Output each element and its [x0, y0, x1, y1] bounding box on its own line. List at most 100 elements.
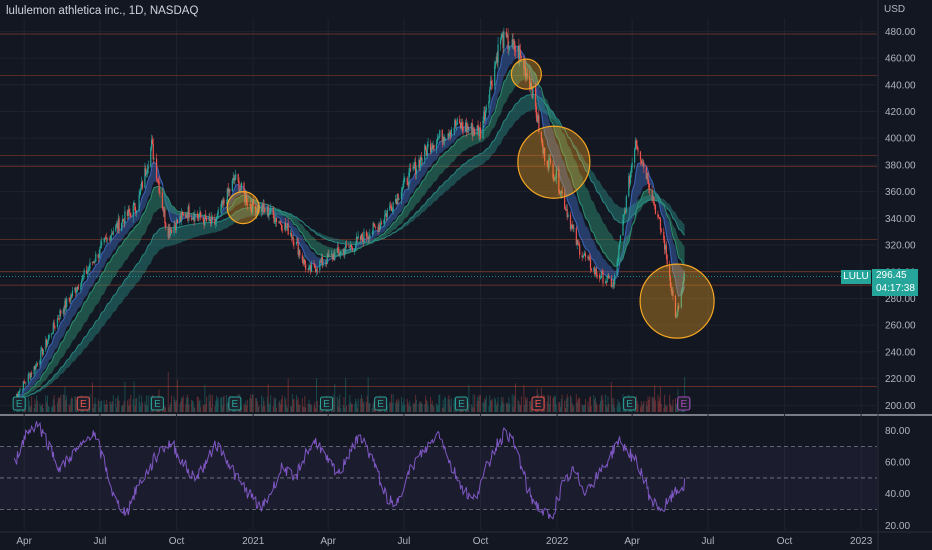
- candle-body: [340, 251, 342, 255]
- volume-bar: [484, 398, 486, 412]
- volume-bar: [210, 394, 212, 412]
- volume-bar: [480, 394, 482, 412]
- volume-bar: [509, 403, 511, 412]
- volume-bar: [267, 384, 269, 412]
- volume-bar: [652, 397, 654, 412]
- candle-body: [301, 255, 303, 261]
- candle-body: [268, 213, 270, 216]
- volume-bar: [421, 404, 423, 412]
- volume-bar: [256, 398, 258, 412]
- earnings-marker-label: E: [80, 399, 87, 410]
- candle-body: [337, 247, 339, 252]
- volume-bar: [246, 405, 248, 412]
- candle-body: [105, 237, 107, 239]
- candle-body: [326, 253, 328, 264]
- candle-body: [554, 178, 557, 179]
- volume-bar: [129, 405, 131, 412]
- candle-body: [349, 246, 351, 248]
- candle-body: [260, 205, 263, 212]
- candle-body: [379, 225, 381, 229]
- volume-bar: [187, 397, 189, 412]
- candle-body: [315, 269, 318, 272]
- price-tick-label: 340.00: [885, 214, 916, 225]
- volume-bar: [392, 394, 394, 412]
- rsi-tick-label: 60.00: [885, 458, 910, 469]
- candle-body: [419, 157, 422, 168]
- volume-bar: [473, 407, 475, 412]
- candle-body: [272, 207, 274, 215]
- candle-body: [390, 205, 392, 207]
- candle-body: [158, 181, 160, 193]
- candle-body: [180, 216, 182, 222]
- volume-bar: [637, 404, 639, 412]
- time-tick-label: 2023: [850, 536, 873, 547]
- candle-body: [293, 243, 295, 245]
- volume-bar: [619, 401, 621, 412]
- candle-body: [222, 199, 224, 205]
- candle-body: [467, 126, 469, 130]
- volume-bar: [33, 407, 35, 412]
- volume-bar: [126, 400, 128, 412]
- volume-bar: [169, 405, 171, 412]
- candle-body: [672, 290, 674, 296]
- volume-bar: [345, 377, 347, 412]
- candle-body: [251, 199, 253, 213]
- volume-bar: [614, 407, 616, 412]
- bar-countdown: 04:17:38: [876, 283, 915, 294]
- volume-bar: [468, 385, 470, 412]
- volume-bar: [104, 404, 106, 412]
- volume-bar: [555, 404, 557, 412]
- volume-bar: [214, 405, 216, 412]
- candle-body: [233, 177, 235, 181]
- candle-body: [99, 247, 101, 255]
- earnings-marker-label: E: [535, 399, 542, 410]
- earnings-marker: [12, 396, 26, 411]
- candle-body: [497, 44, 499, 63]
- candle-body: [164, 209, 166, 223]
- candle-body: [664, 239, 666, 250]
- candle-body: [262, 203, 264, 213]
- volume-bar: [570, 397, 572, 412]
- volume-bar: [181, 398, 183, 412]
- candle-body: [87, 269, 89, 272]
- candle-body: [41, 348, 44, 355]
- candle-body: [24, 382, 26, 384]
- candle-body: [659, 218, 662, 230]
- price-tick-label: 440.00: [885, 80, 916, 91]
- volume-bar: [669, 394, 671, 412]
- volume-bar: [514, 396, 516, 412]
- earnings-marker-label: E: [232, 399, 239, 410]
- candle-body: [473, 129, 475, 132]
- volume-bar: [30, 405, 32, 412]
- candle-body: [635, 140, 637, 145]
- ema-band-green-line: [14, 60, 685, 400]
- candle-body: [186, 215, 188, 219]
- candle-body: [559, 190, 561, 194]
- candle-body: [57, 318, 59, 320]
- candle-body: [584, 253, 587, 257]
- candle-body: [571, 224, 573, 226]
- volume-bar: [400, 396, 402, 412]
- volume-bar: [147, 395, 149, 412]
- candle-body: [307, 269, 309, 271]
- volume-bar: [272, 406, 274, 412]
- volume-bar: [427, 405, 429, 412]
- volume-bar: [186, 394, 188, 412]
- candle-body: [536, 117, 538, 123]
- volume-bar: [664, 404, 666, 412]
- candle-body: [109, 237, 111, 241]
- volume-bar: [170, 402, 172, 412]
- candle-body: [210, 217, 213, 224]
- volume-bar: [444, 396, 446, 412]
- candle-body: [459, 118, 461, 124]
- candle-body: [640, 159, 642, 163]
- volume-bar: [75, 396, 77, 412]
- volume-bar: [191, 400, 193, 412]
- candle-body: [111, 233, 114, 235]
- candle-body: [429, 144, 432, 152]
- volume-bar: [28, 400, 30, 412]
- candle-body: [596, 274, 598, 276]
- candle-body: [569, 214, 572, 230]
- volume-bar: [99, 407, 101, 412]
